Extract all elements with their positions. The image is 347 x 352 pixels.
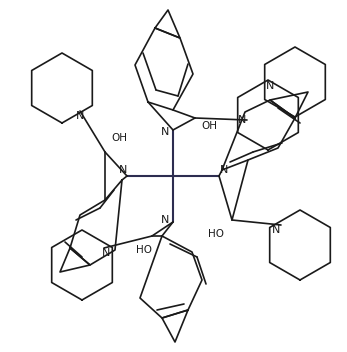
- Text: N: N: [266, 81, 274, 91]
- Text: N: N: [102, 248, 110, 258]
- Text: OH: OH: [111, 133, 127, 143]
- Text: N: N: [161, 215, 169, 225]
- Text: N: N: [76, 111, 84, 121]
- Text: N: N: [119, 165, 127, 175]
- Text: N: N: [272, 225, 280, 235]
- Text: OH: OH: [201, 121, 217, 131]
- Text: N: N: [161, 127, 169, 137]
- Text: N: N: [220, 165, 228, 175]
- Text: N: N: [238, 115, 246, 125]
- Text: HO: HO: [136, 245, 152, 255]
- Text: HO: HO: [208, 229, 224, 239]
